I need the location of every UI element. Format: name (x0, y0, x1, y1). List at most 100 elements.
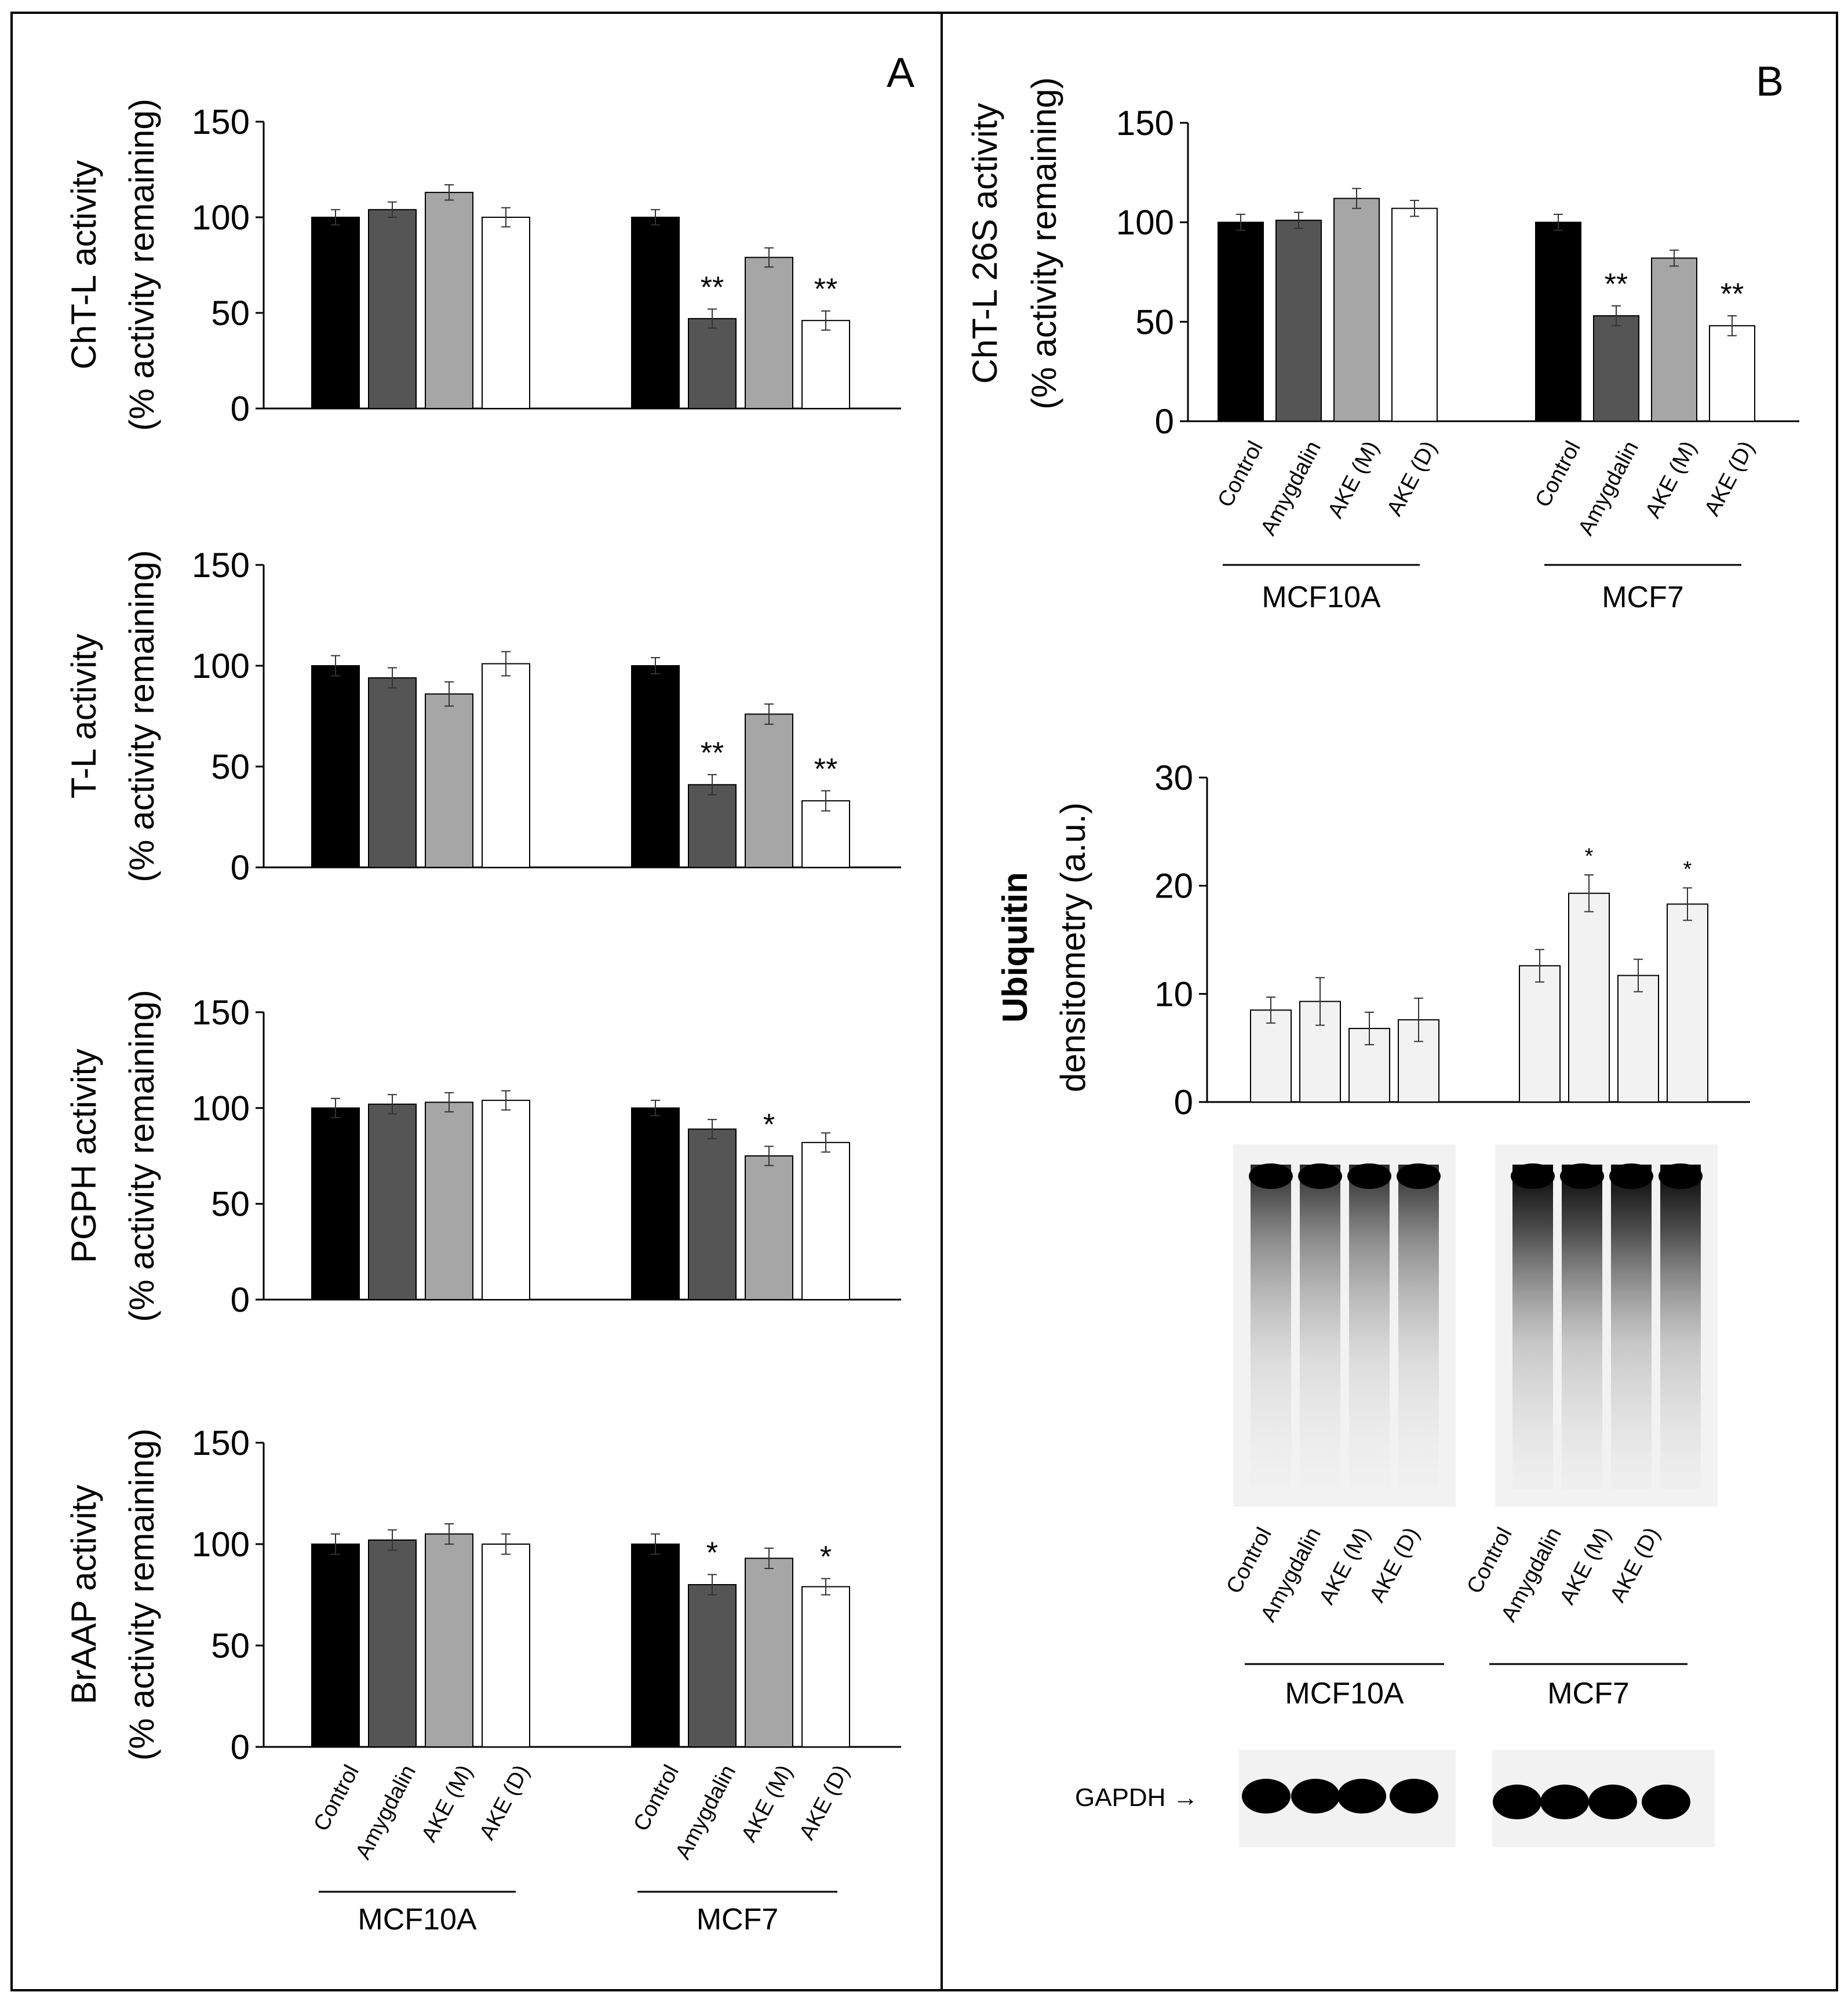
y-tick-label: 0 (231, 1728, 250, 1767)
significance-marker: ** (814, 273, 837, 307)
blot-band (1659, 1163, 1703, 1189)
bar (688, 784, 737, 868)
significance-marker: * (1683, 857, 1692, 881)
bar (368, 1539, 417, 1747)
significance-marker: * (706, 1537, 718, 1570)
group-label: MCF10A (1262, 581, 1380, 614)
bar (1535, 221, 1581, 422)
blot-smear (1562, 1165, 1602, 1489)
category-label: AKE (M) (737, 1761, 797, 1846)
gapdh-bands (1242, 1779, 1690, 1819)
bar (368, 209, 417, 409)
blot-smear (1611, 1165, 1652, 1489)
bar (1617, 975, 1659, 1103)
gapdh-label: GAPDH → (1075, 1783, 1198, 1812)
y-axis-label: ChT-L 26S activity (965, 103, 1004, 384)
bar (1667, 903, 1708, 1103)
significance-marker: * (820, 1541, 832, 1574)
y-tick-label: 50 (1135, 302, 1174, 341)
bar (1218, 221, 1264, 422)
bar (688, 1584, 737, 1747)
group-label: MCF10A (1285, 1677, 1404, 1710)
figure-border (10, 12, 1838, 1991)
y-tick-label: 50 (211, 1626, 250, 1665)
significance-marker: ** (1721, 278, 1744, 311)
bar (482, 1544, 530, 1747)
blot-lanes (1249, 1163, 1703, 1489)
bar (1519, 965, 1561, 1103)
significance-marker: * (763, 1108, 775, 1141)
gapdh-blot: GAPDH → (1075, 1750, 1715, 1847)
gapdh-band (1588, 1785, 1637, 1819)
bar (482, 1100, 530, 1301)
bar (1275, 220, 1322, 422)
y-tick-label: 150 (192, 103, 250, 141)
significance-marker: ** (1605, 268, 1628, 301)
bar (688, 1128, 737, 1300)
y-tick-label: 150 (192, 546, 250, 585)
significance-marker: ** (701, 271, 724, 304)
y-tick-label: 50 (211, 747, 250, 786)
panel-label-b: B (1756, 59, 1784, 105)
y-axis-label: (% activity remaining) (122, 98, 161, 431)
panel-label-a: A (887, 50, 914, 96)
bar (368, 1103, 417, 1300)
bar (745, 1155, 793, 1300)
ubiquitin-densitometry-chart: 0 10 20 30 Ubiquitin densitometry (a.u.) * * (996, 758, 1750, 1122)
y-axis-label: densitometry (a.u.) (1054, 802, 1092, 1092)
category-label: AKE (D) (475, 1761, 534, 1844)
bar (745, 713, 793, 869)
bar (368, 677, 417, 868)
y-tick-label: 20 (1154, 867, 1193, 906)
pgph-activity-chart: 0 50 100 150 PGPH activity (% activity remain… (64, 990, 901, 1322)
blot-smear (1512, 1165, 1553, 1489)
y-tick-label: 0 (231, 848, 250, 887)
bar (425, 693, 473, 868)
blot-smear (1251, 1165, 1291, 1489)
blot-band (1249, 1163, 1293, 1189)
category-label: AKE (D) (1700, 437, 1759, 520)
bar (1333, 198, 1380, 422)
bar (688, 318, 737, 410)
bar (425, 1101, 473, 1300)
bar (311, 1544, 360, 1747)
y-tick-label: 0 (1155, 402, 1174, 441)
bar (745, 257, 793, 409)
category-label: AKE (D) (1382, 437, 1442, 520)
blot-band (1609, 1163, 1653, 1189)
category-label: Control (1462, 1524, 1517, 1598)
bar (631, 1107, 680, 1301)
blot-smear (1660, 1165, 1701, 1489)
y-tick-label: 0 (231, 389, 250, 428)
y-axis-label: (% activity remaining) (122, 1428, 161, 1761)
y-axis-label: PGPH activity (64, 1049, 103, 1263)
cht-l-activity-chart: 0 50 100 150 ChT-L activity (% activity remai… (64, 98, 901, 431)
y-axis-label: (% activity remaining) (122, 550, 161, 882)
y-axis-label: Ubiquitin (996, 872, 1034, 1023)
blot-band (1560, 1163, 1604, 1189)
gapdh-band (1540, 1785, 1589, 1819)
y-tick-label: 50 (211, 1185, 250, 1224)
cht-l-26s-activity-chart: 0 50 100 150 ChT-L 26S activity (% activity r… (965, 77, 1799, 441)
category-label: AKE (M) (1641, 437, 1701, 522)
category-label: Control (1530, 437, 1585, 512)
category-label: AKE (M) (417, 1761, 477, 1846)
bar (311, 665, 360, 868)
bar (631, 665, 680, 868)
bar (745, 1557, 793, 1747)
blot-band (1347, 1163, 1391, 1189)
y-tick-label: 100 (192, 198, 250, 237)
bar (801, 1141, 850, 1301)
bar (631, 1544, 680, 1747)
gapdh-band (1390, 1779, 1438, 1814)
bar (1250, 1009, 1292, 1103)
bar (482, 217, 530, 409)
y-tick-label: 100 (192, 1089, 250, 1128)
y-tick-label: 150 (1116, 104, 1174, 143)
gapdh-band (1242, 1779, 1291, 1814)
bar (1709, 325, 1755, 422)
gapdh-band (1642, 1785, 1690, 1819)
category-label: Amygdalin (1256, 437, 1326, 539)
category-label: Control (629, 1761, 684, 1836)
bar (1568, 892, 1610, 1103)
